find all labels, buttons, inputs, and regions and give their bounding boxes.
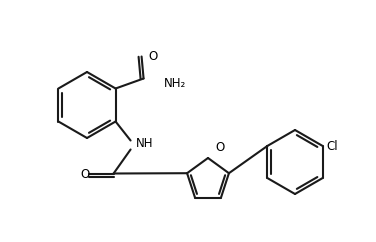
Text: Cl: Cl bbox=[327, 139, 338, 152]
Text: NH: NH bbox=[136, 137, 153, 150]
Text: O: O bbox=[149, 50, 158, 63]
Text: NH₂: NH₂ bbox=[164, 77, 186, 90]
Text: O: O bbox=[80, 168, 90, 181]
Text: O: O bbox=[215, 141, 224, 154]
